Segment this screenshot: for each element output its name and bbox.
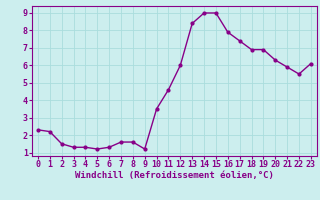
X-axis label: Windchill (Refroidissement éolien,°C): Windchill (Refroidissement éolien,°C) [75,171,274,180]
